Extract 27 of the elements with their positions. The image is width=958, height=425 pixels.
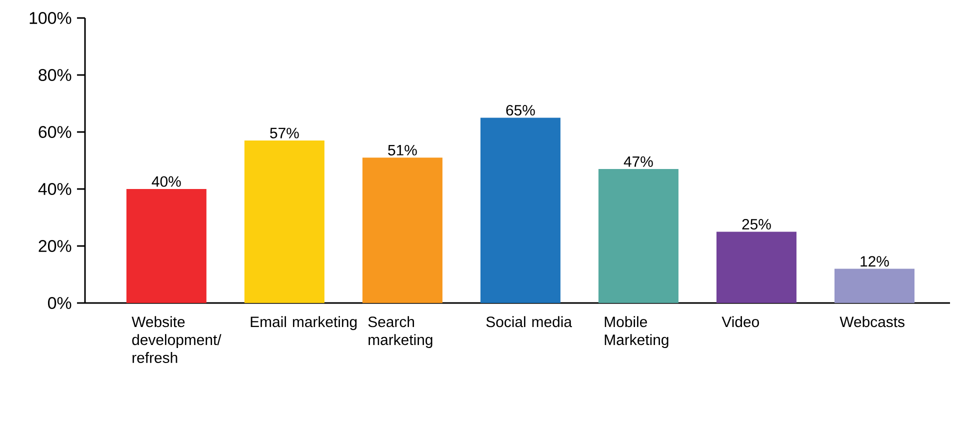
x-tick-label: Social media <box>486 316 572 328</box>
x-tick-label: Webcasts <box>840 316 904 328</box>
y-tick-label: 80% <box>38 69 72 81</box>
y-tick-label: 60% <box>38 126 72 138</box>
data-label: 12% <box>860 256 889 267</box>
bar <box>126 188 206 303</box>
data-label: 51% <box>388 144 417 156</box>
y-tick-label: 40% <box>38 183 72 195</box>
y-tick-label: 20% <box>38 240 72 252</box>
x-tick-label: Search marketing <box>368 316 432 348</box>
x-tick-label: Mobile Marketing <box>604 316 668 348</box>
x-tick-label: Video <box>722 316 759 328</box>
data-label: 65% <box>506 104 535 116</box>
bar <box>362 158 442 303</box>
x-tick-label: Email marketing <box>250 316 357 330</box>
data-label: 25% <box>742 218 771 230</box>
y-tick-label: 0% <box>48 297 72 309</box>
data-label: 57% <box>270 128 299 138</box>
x-tick-label: Website development/ refresh <box>132 316 222 364</box>
bar <box>598 169 678 303</box>
y-tick-label: 100% <box>30 12 72 24</box>
bar <box>244 140 324 303</box>
bar <box>716 232 796 303</box>
bar <box>480 118 560 303</box>
data-label: 40% <box>152 176 181 187</box>
data-label: 47% <box>624 156 653 167</box>
bar <box>834 268 914 303</box>
